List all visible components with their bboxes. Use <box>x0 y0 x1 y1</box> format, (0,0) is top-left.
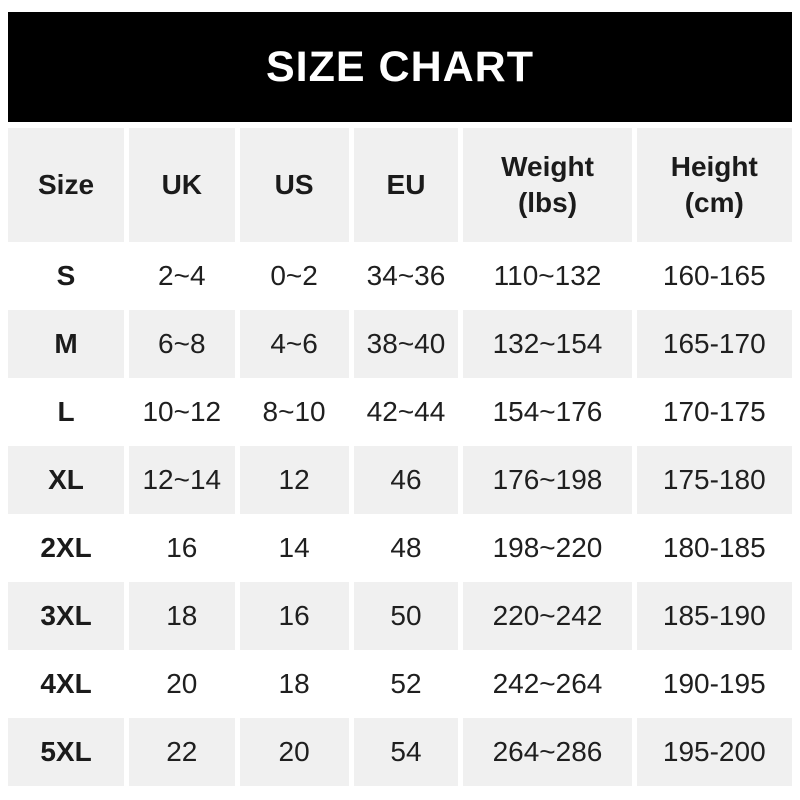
height-cell: 180-185 <box>631 514 792 582</box>
size-cell: XL <box>48 463 84 495</box>
column-header-uk: UK <box>124 128 235 242</box>
size-chart-table: Size UK US EU Weight (lbs) Height (cm) S… <box>8 128 792 786</box>
size-cell: 2XL <box>40 531 92 563</box>
height-cell: 160-165 <box>631 242 792 310</box>
weight-cell: 176~198 <box>458 446 631 514</box>
eu-cell: 50 <box>348 582 459 650</box>
size-cell: 4XL <box>40 667 92 699</box>
table-row-m: M 6~8 4~6 38~40 132~154 165-170 <box>8 310 792 378</box>
table-row-l: L 10~12 8~10 42~44 154~176 170-175 <box>8 378 792 446</box>
eu-cell: 38~40 <box>348 310 459 378</box>
eu-cell: 54 <box>348 718 459 786</box>
eu-cell: 46 <box>348 446 459 514</box>
uk-cell: 20 <box>124 650 235 718</box>
uk-cell: 10~12 <box>124 378 235 446</box>
uk-cell: 6~8 <box>124 310 235 378</box>
us-cell: 20 <box>234 718 349 786</box>
us-cell: 4~6 <box>234 310 349 378</box>
us-cell: 18 <box>234 650 349 718</box>
table-row-xl: XL 12~14 12 46 176~198 175-180 <box>8 446 792 514</box>
us-cell: 8~10 <box>234 378 349 446</box>
column-header-us: US <box>234 128 349 242</box>
column-header-eu: EU <box>348 128 459 242</box>
eu-cell: 48 <box>348 514 459 582</box>
us-cell: 0~2 <box>234 242 349 310</box>
table-row-s: S 2~4 0~2 34~36 110~132 160-165 <box>8 242 792 310</box>
page-title: SIZE CHART <box>266 42 534 91</box>
uk-cell: 16 <box>124 514 235 582</box>
size-chart-banner: SIZE CHART <box>8 12 792 122</box>
size-cell: 3XL <box>40 599 92 631</box>
height-cell: 165-170 <box>631 310 792 378</box>
us-cell: 12 <box>234 446 349 514</box>
size-cell: 5XL <box>40 735 92 767</box>
eu-cell: 34~36 <box>348 242 459 310</box>
column-header-size: Size <box>38 168 95 200</box>
weight-cell: 132~154 <box>458 310 631 378</box>
table-row-2xl: 2XL 16 14 48 198~220 180-185 <box>8 514 792 582</box>
height-cell: 170-175 <box>631 378 792 446</box>
column-header-weight: Weight (lbs) <box>458 128 631 242</box>
height-cell: 195-200 <box>631 718 792 786</box>
column-header-height: Height (cm) <box>631 128 792 242</box>
us-cell: 16 <box>234 582 349 650</box>
uk-cell: 22 <box>124 718 235 786</box>
size-cell: M <box>54 327 78 359</box>
height-cell: 175-180 <box>631 446 792 514</box>
table-row-4xl: 4XL 20 18 52 242~264 190-195 <box>8 650 792 718</box>
uk-cell: 2~4 <box>124 242 235 310</box>
size-cell: L <box>57 395 75 427</box>
table-row-5xl: 5XL 22 20 54 264~286 195-200 <box>8 718 792 786</box>
weight-cell: 154~176 <box>458 378 631 446</box>
weight-cell: 242~264 <box>458 650 631 718</box>
weight-cell: 198~220 <box>458 514 631 582</box>
uk-cell: 12~14 <box>124 446 235 514</box>
table-row-3xl: 3XL 18 16 50 220~242 185-190 <box>8 582 792 650</box>
uk-cell: 18 <box>124 582 235 650</box>
height-cell: 185-190 <box>631 582 792 650</box>
table-header-row: Size UK US EU Weight (lbs) Height (cm) <box>8 128 792 242</box>
eu-cell: 52 <box>348 650 459 718</box>
weight-cell: 264~286 <box>458 718 631 786</box>
weight-cell: 220~242 <box>458 582 631 650</box>
eu-cell: 42~44 <box>348 378 459 446</box>
weight-cell: 110~132 <box>458 242 631 310</box>
height-cell: 190-195 <box>631 650 792 718</box>
size-cell: S <box>56 259 76 291</box>
us-cell: 14 <box>234 514 349 582</box>
